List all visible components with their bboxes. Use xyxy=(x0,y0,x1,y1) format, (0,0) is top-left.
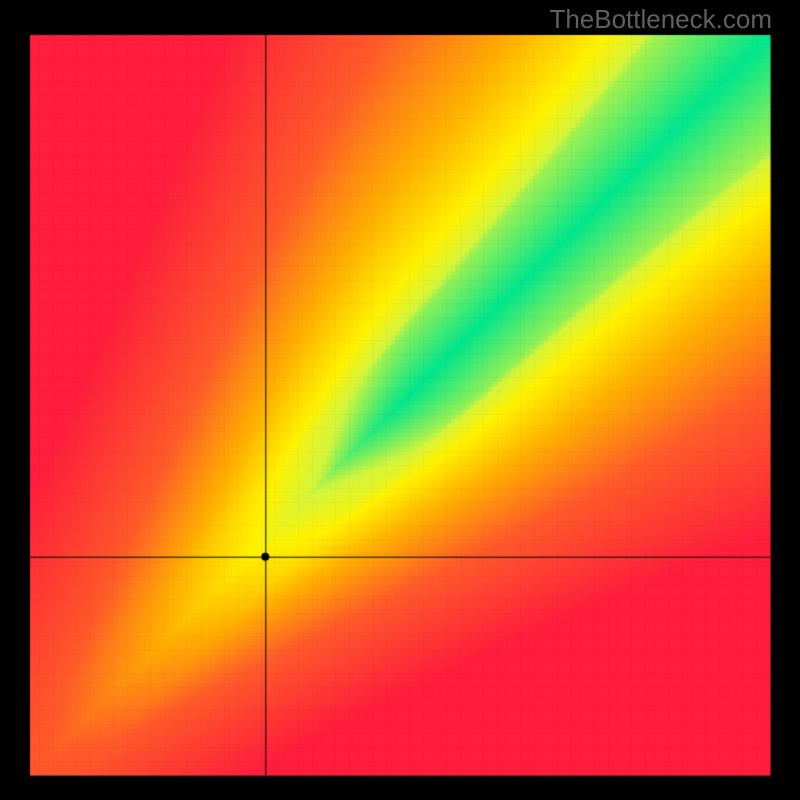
heatmap-canvas xyxy=(0,0,800,800)
watermark-text: TheBottleneck.com xyxy=(549,4,772,35)
chart-container: TheBottleneck.com xyxy=(0,0,800,800)
